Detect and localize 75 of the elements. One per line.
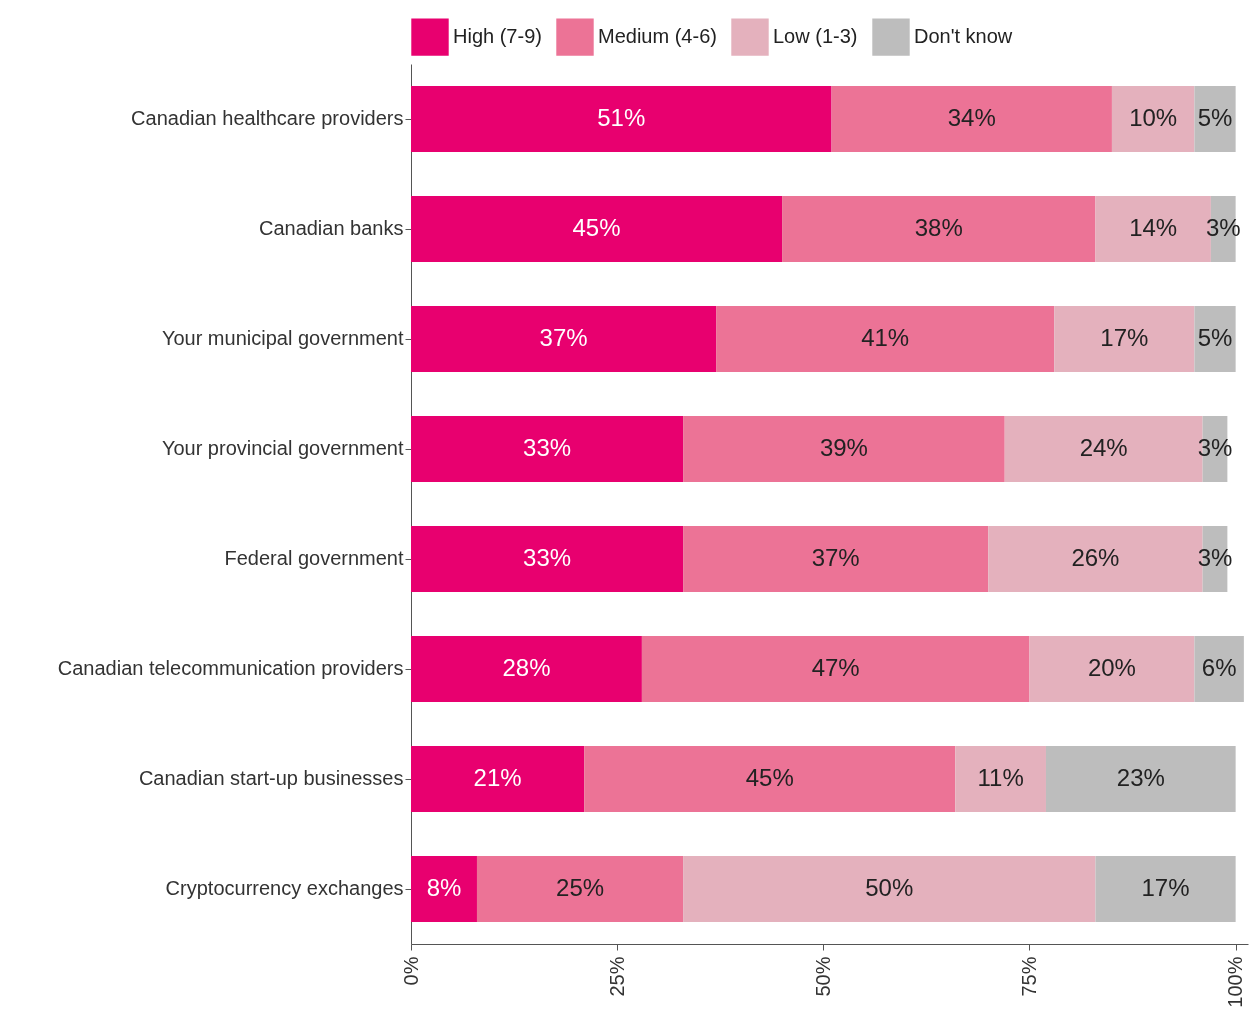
data-label: 51% (597, 104, 646, 131)
data-label: 41% (861, 324, 910, 351)
bar (411, 196, 783, 262)
bar (1029, 636, 1195, 702)
y-tick-label: Canadian healthcare providers (131, 107, 404, 129)
data-label: 34% (947, 104, 996, 131)
bar (1111, 86, 1195, 152)
data-label: 37% (811, 544, 860, 571)
data-label: 33% (523, 434, 572, 461)
data-label: 14% (1129, 214, 1178, 241)
x-tick-label: 25% (605, 956, 628, 997)
data-label: 33% (523, 544, 572, 571)
bar (1045, 746, 1236, 812)
data-label: 6% (1201, 654, 1237, 681)
bar (782, 196, 1096, 262)
y-tick-label: Canadian start-up businesses (138, 767, 404, 789)
bar (411, 86, 832, 152)
data-label: 26% (1071, 544, 1120, 571)
bar (641, 636, 1030, 702)
data-label: 17% (1100, 324, 1149, 351)
data-label: 45% (745, 764, 794, 791)
bar (683, 416, 1005, 482)
legend-label: Low (1-3) (773, 25, 858, 48)
bar (411, 416, 684, 482)
data-label: 28% (502, 654, 551, 681)
data-label: 38% (914, 214, 963, 241)
bar (411, 636, 642, 702)
bar (411, 746, 585, 812)
bar (716, 306, 1055, 372)
data-label: 10% (1129, 104, 1178, 131)
y-tick-label: Canadian banks (258, 217, 404, 239)
bar (1095, 856, 1236, 922)
data-label: 37% (539, 324, 588, 351)
x-tick-label: 100% (1224, 956, 1247, 1008)
bar (1194, 306, 1236, 372)
data-label: 20% (1087, 654, 1136, 681)
data-label: 5% (1197, 324, 1233, 351)
data-label: 17% (1141, 874, 1190, 901)
y-tick-label: Federal government (224, 547, 404, 569)
y-tick-label: Your municipal government (161, 327, 404, 349)
x-tick-label: 0% (399, 956, 422, 986)
legend-label: Medium (4-6) (598, 25, 717, 48)
bar (1194, 636, 1244, 702)
legend-label: High (7-9) (453, 25, 542, 48)
bar (476, 856, 684, 922)
data-label: 21% (473, 764, 522, 791)
bar (584, 746, 956, 812)
bar (411, 306, 717, 372)
bar (683, 526, 989, 592)
y-tick-label: Your provincial government (161, 437, 404, 459)
data-label: 3% (1205, 214, 1241, 241)
bar (683, 856, 1096, 922)
bar (955, 746, 1046, 812)
bar (1194, 86, 1236, 152)
data-label: 25% (556, 874, 605, 901)
y-tick-label: Canadian telecommunication providers (57, 657, 404, 679)
data-label: 47% (811, 654, 860, 681)
data-label: 3% (1197, 544, 1233, 571)
bar (411, 856, 477, 922)
bar (1054, 306, 1195, 372)
legend-label: Don't know (914, 25, 1013, 48)
data-label: 39% (819, 434, 868, 461)
data-label: 50% (865, 874, 914, 901)
data-label: 11% (977, 764, 1024, 791)
x-tick-label: 50% (811, 956, 834, 997)
data-label: 3% (1197, 434, 1233, 461)
x-tick-label: 75% (1017, 956, 1040, 997)
bar (411, 526, 684, 592)
data-label: 24% (1079, 434, 1128, 461)
bar (831, 86, 1112, 152)
y-tick-label: Cryptocurrency exchanges (165, 877, 404, 899)
data-label: 23% (1116, 764, 1165, 791)
data-label: 5% (1197, 104, 1233, 131)
data-label: 8% (426, 874, 462, 901)
data-label: 45% (572, 214, 621, 241)
